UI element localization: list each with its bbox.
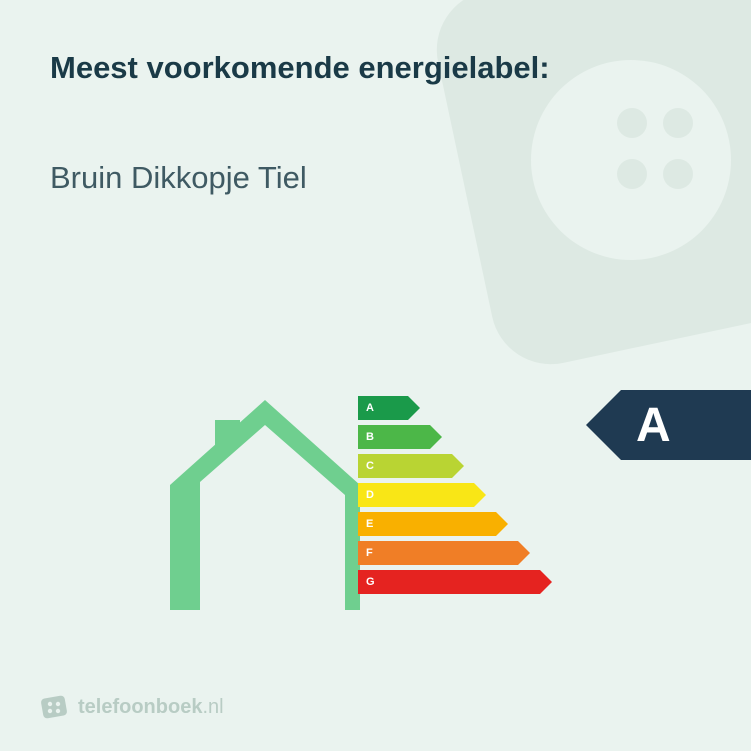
energy-bar-e: E <box>358 512 552 536</box>
footer: telefoonboek.nl <box>40 693 224 721</box>
energy-bar-label: C <box>366 460 374 472</box>
result-letter: A <box>636 398 671 453</box>
energy-label-chart: A B C D E F G <box>358 396 552 599</box>
brand-name-bold: telefoonboek <box>78 696 202 718</box>
energy-bar-d: D <box>358 483 552 507</box>
result-body: A <box>621 390 751 460</box>
energy-bar-label: F <box>366 547 373 559</box>
energy-bar-f: F <box>358 541 552 565</box>
result-badge: A <box>586 390 751 460</box>
location-name: Bruin Dikkopje Tiel <box>50 160 307 196</box>
result-arrow <box>586 390 621 460</box>
brand-name-light: .nl <box>202 696 223 718</box>
energy-bar-label: A <box>366 402 374 414</box>
energy-bar-label: B <box>366 431 374 443</box>
energy-bar-label: D <box>366 489 374 501</box>
energy-bar-label: E <box>366 518 373 530</box>
energy-bar-b: B <box>358 425 552 449</box>
energy-bar-c: C <box>358 454 552 478</box>
energy-bar-g: G <box>358 570 552 594</box>
brand-icon <box>40 693 68 721</box>
page-title: Meest voorkomende energielabel: <box>50 50 550 86</box>
watermark-dots <box>609 100 701 202</box>
energy-bar-label: G <box>366 576 375 588</box>
brand-text: telefoonboek.nl <box>78 696 224 719</box>
energy-bar-a: A <box>358 396 552 420</box>
house-icon <box>170 400 360 615</box>
